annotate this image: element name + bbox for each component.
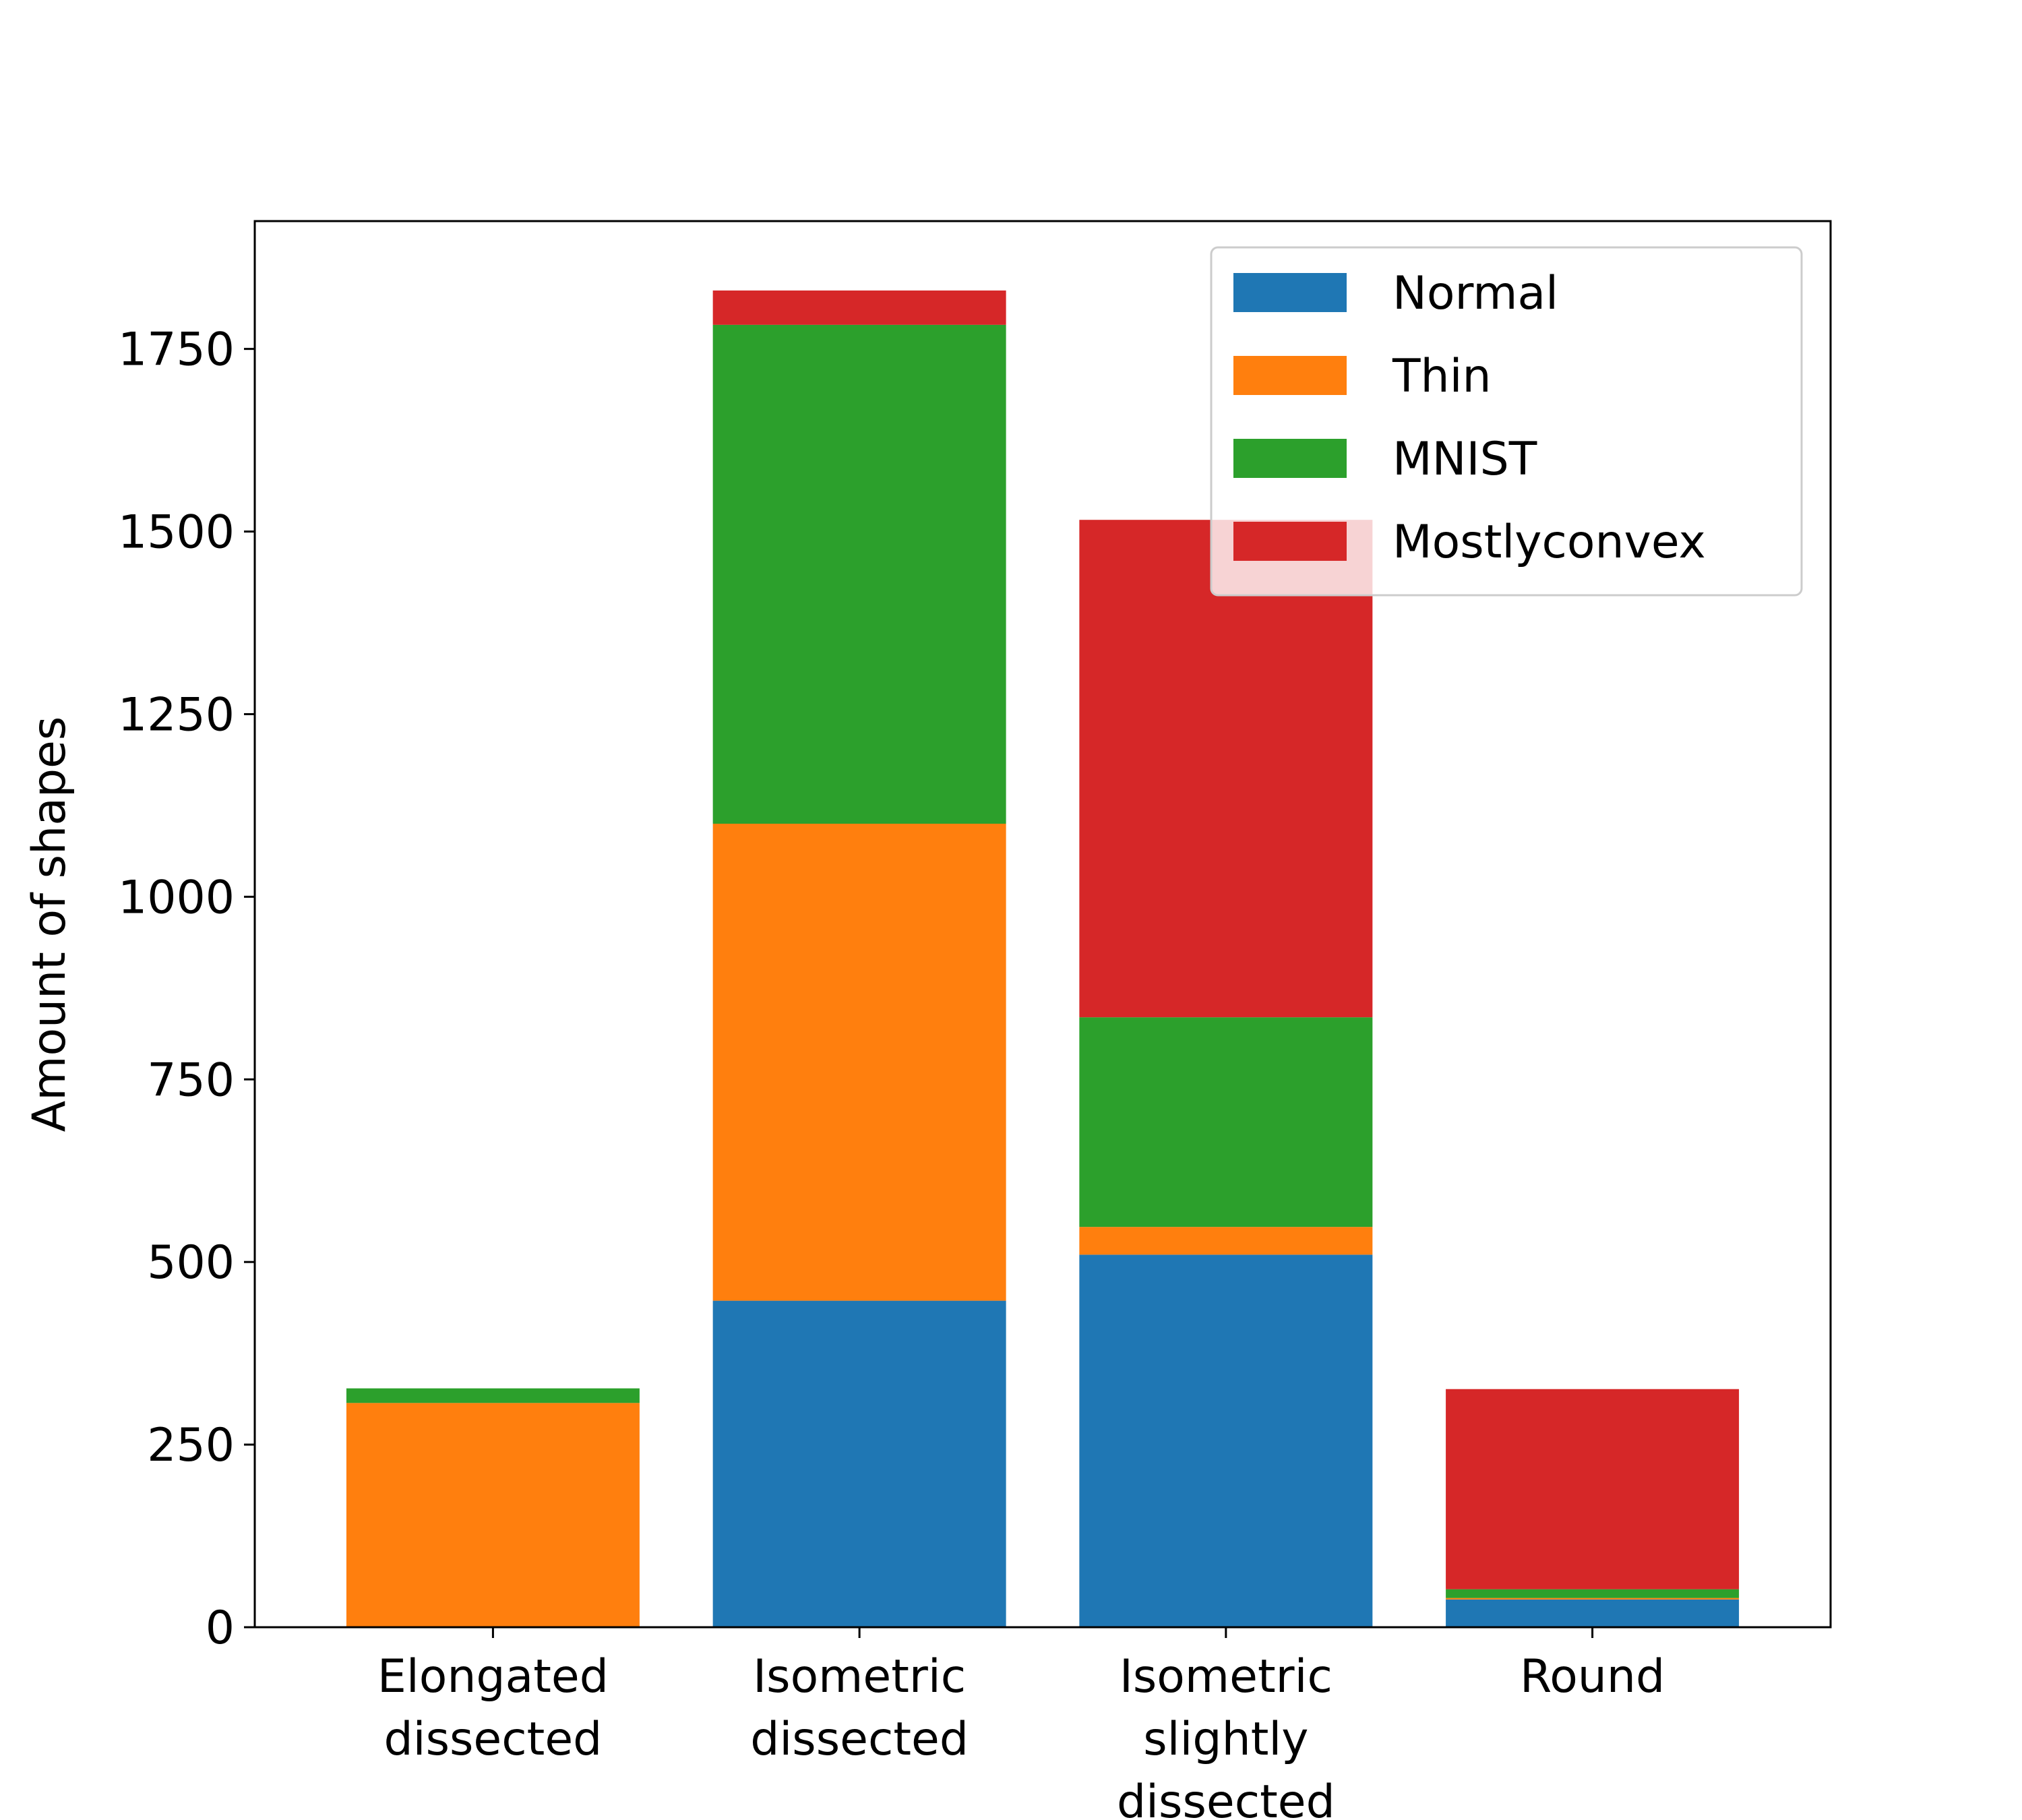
y-axis: 0 250 500 750 1000 1250 1500 1750 [118,324,255,1655]
legend-swatch-mostlyconvex [1233,522,1347,561]
x-tick-label: Round [1520,1650,1665,1703]
y-tick-label: 1000 [118,871,235,924]
legend-label-mnist: MNIST [1392,433,1537,486]
plot-frame [253,220,1832,1629]
legend-swatch-mnist [1233,439,1347,478]
bar-thin-2 [1079,1227,1373,1255]
bar-normal-1 [712,1300,1006,1627]
bar-mnist-2 [1079,1017,1373,1227]
bar-normal-3 [1446,1599,1740,1627]
y-tick-label: 1750 [118,324,235,377]
bar-mnist-3 [1446,1589,1740,1598]
x-tick-label: Isometric slightly dissected [1117,1650,1335,1820]
legend-label-mostlyconvex: Mostlyconvex [1392,516,1706,569]
bar-thin-1 [712,824,1006,1301]
legend-label-thin: Thin [1392,350,1492,403]
x-tick-label: Isometric dissected [750,1650,969,1766]
bar-thin-3 [1446,1598,1740,1600]
y-tick-label: 1500 [118,506,235,559]
y-tick-label: 500 [147,1236,235,1290]
y-tick-label: 1250 [118,688,235,741]
bar-mnist-0 [346,1388,640,1403]
y-tick-label: 0 [206,1602,235,1655]
bars-group [346,290,1740,1627]
legend-swatch-thin [1233,356,1347,395]
legend-swatch-normal [1233,273,1347,312]
x-axis: Elongated dissected Isometric dissected Isom… [377,1627,1665,1820]
legend-label-normal: Normal [1392,267,1558,320]
legend: Normal Thin MNIST Mostlyconvex [1210,246,1803,597]
y-axis-label: Amount of shapes [23,717,76,1132]
bar-mostlyconvex-3 [1446,1389,1740,1589]
bar-mostlyconvex-2 [1079,520,1373,1018]
legend-box [1210,246,1803,597]
y-tick-label: 250 [147,1419,235,1472]
bar-mnist-1 [712,324,1006,824]
y-tick-label: 750 [147,1054,235,1107]
x-tick-label: Elongated dissected [377,1650,609,1766]
bar-mostlyconvex-1 [712,290,1006,325]
bar-normal-2 [1079,1254,1373,1627]
bar-thin-0 [346,1403,640,1627]
